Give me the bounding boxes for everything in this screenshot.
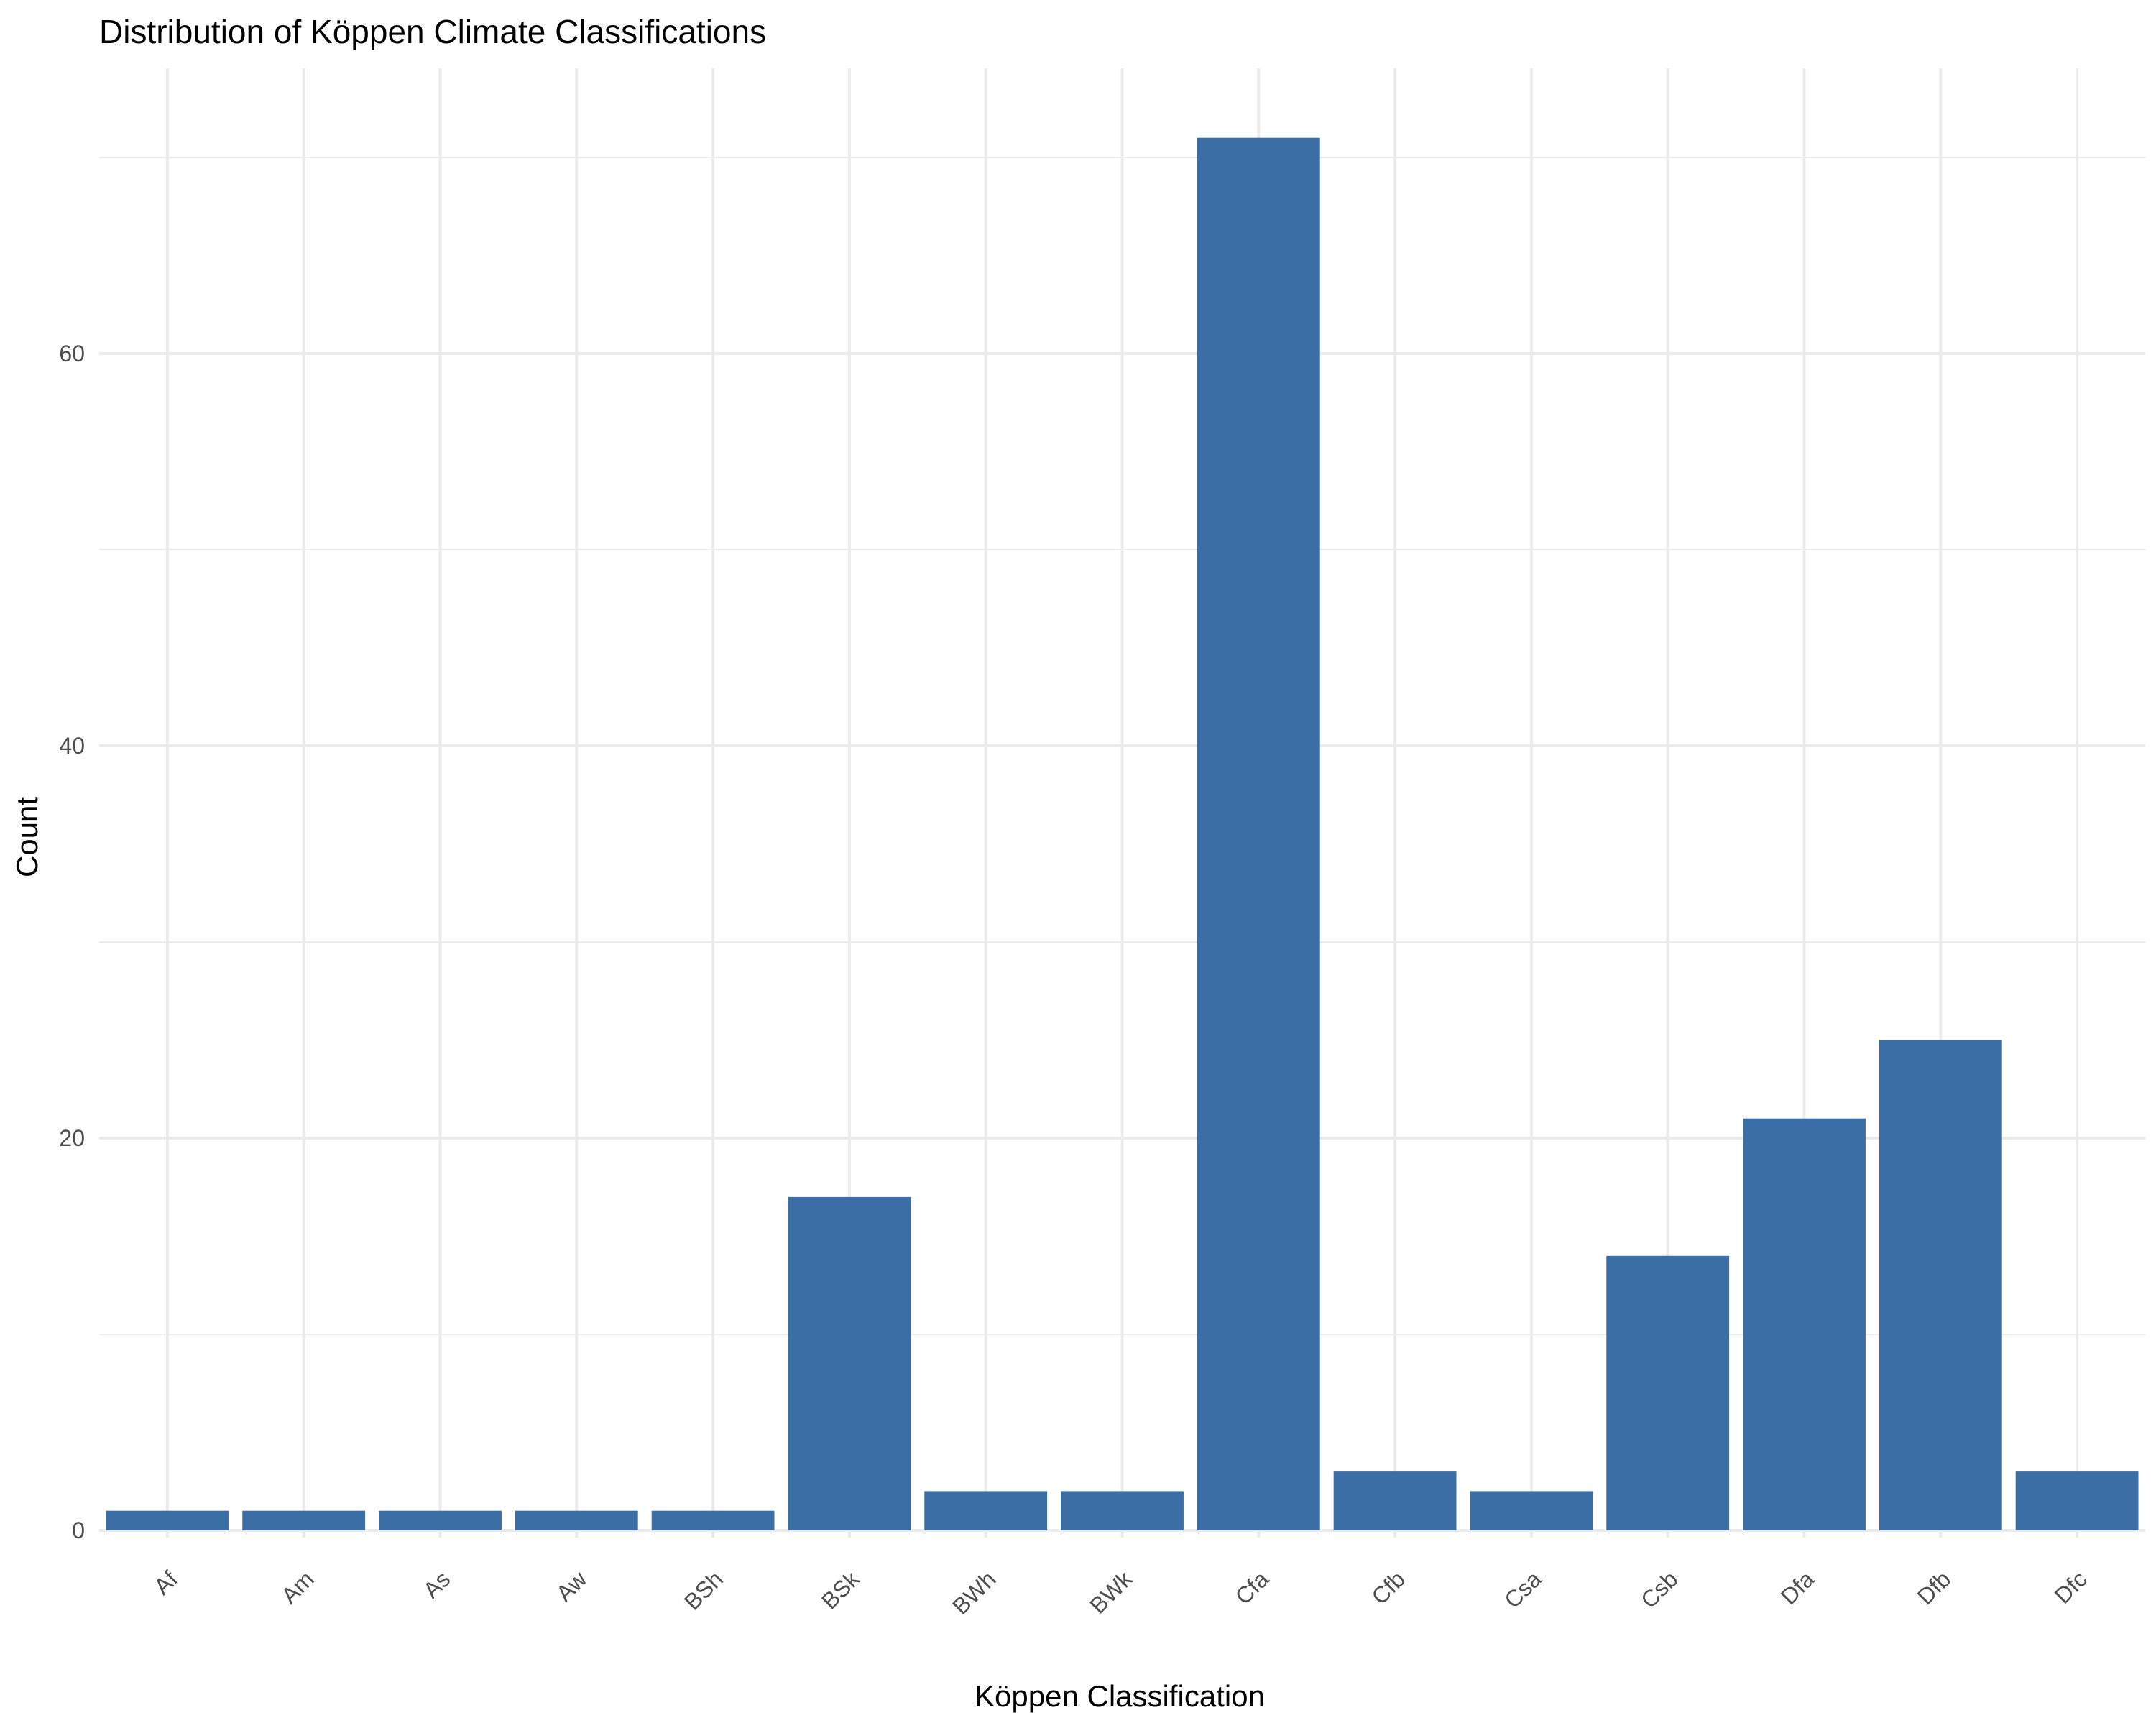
x-tick-label: Csb <box>1636 1566 1683 1613</box>
bar-dfb <box>1879 1040 2002 1530</box>
bar-dfa <box>1743 1118 1866 1530</box>
bar-am <box>242 1510 366 1530</box>
x-tick-label: Cfa <box>1230 1566 1274 1609</box>
bar-aw <box>515 1510 638 1530</box>
x-tick-label: BSh <box>679 1566 728 1614</box>
x-tick-label: Aw <box>551 1566 592 1607</box>
x-tick-label: BWh <box>947 1566 1000 1619</box>
x-tick-label: Am <box>276 1566 318 1608</box>
x-tick-label: As <box>418 1566 456 1603</box>
bars <box>106 137 2139 1531</box>
y-tick-label: 0 <box>72 1517 85 1543</box>
bar-csa <box>1470 1491 1593 1530</box>
bar-dfc <box>2015 1471 2139 1530</box>
x-axis-ticks: Af Am As Aw BSh BSk BWh BWk Cfa Cfb Csa Csb Dfa Dfb Df… <box>149 1566 2092 1620</box>
bar-bwk <box>1061 1491 1184 1530</box>
x-axis-title: Köppen Classification <box>975 1679 1265 1713</box>
bar-bwh <box>924 1491 1048 1530</box>
x-tick-label: BWk <box>1084 1566 1138 1619</box>
x-tick-label: Dfa <box>1776 1566 1820 1609</box>
y-tick-label: 60 <box>59 341 85 366</box>
bar-af <box>106 1510 229 1530</box>
y-axis-title: Count <box>10 797 44 877</box>
x-tick-label: Dfc <box>2050 1566 2092 1608</box>
bar-cfa <box>1197 137 1320 1531</box>
chart-title: Distribution of Köppen Climate Classific… <box>99 13 766 50</box>
bar-bsh <box>651 1510 775 1530</box>
bar-bsk <box>788 1196 911 1530</box>
bar-as <box>379 1510 502 1530</box>
y-tick-label: 20 <box>59 1125 85 1151</box>
y-tick-label: 40 <box>59 733 85 759</box>
x-tick-label: Cfb <box>1366 1566 1410 1609</box>
bar-cfb <box>1333 1471 1457 1530</box>
bar-csb <box>1606 1255 1730 1530</box>
x-tick-label: Csa <box>1499 1566 1547 1613</box>
x-tick-label: Af <box>149 1566 183 1599</box>
x-tick-label: BSk <box>816 1566 865 1614</box>
x-tick-label: Dfb <box>1912 1566 1956 1609</box>
y-axis-ticks: 0 20 40 60 <box>59 341 85 1543</box>
